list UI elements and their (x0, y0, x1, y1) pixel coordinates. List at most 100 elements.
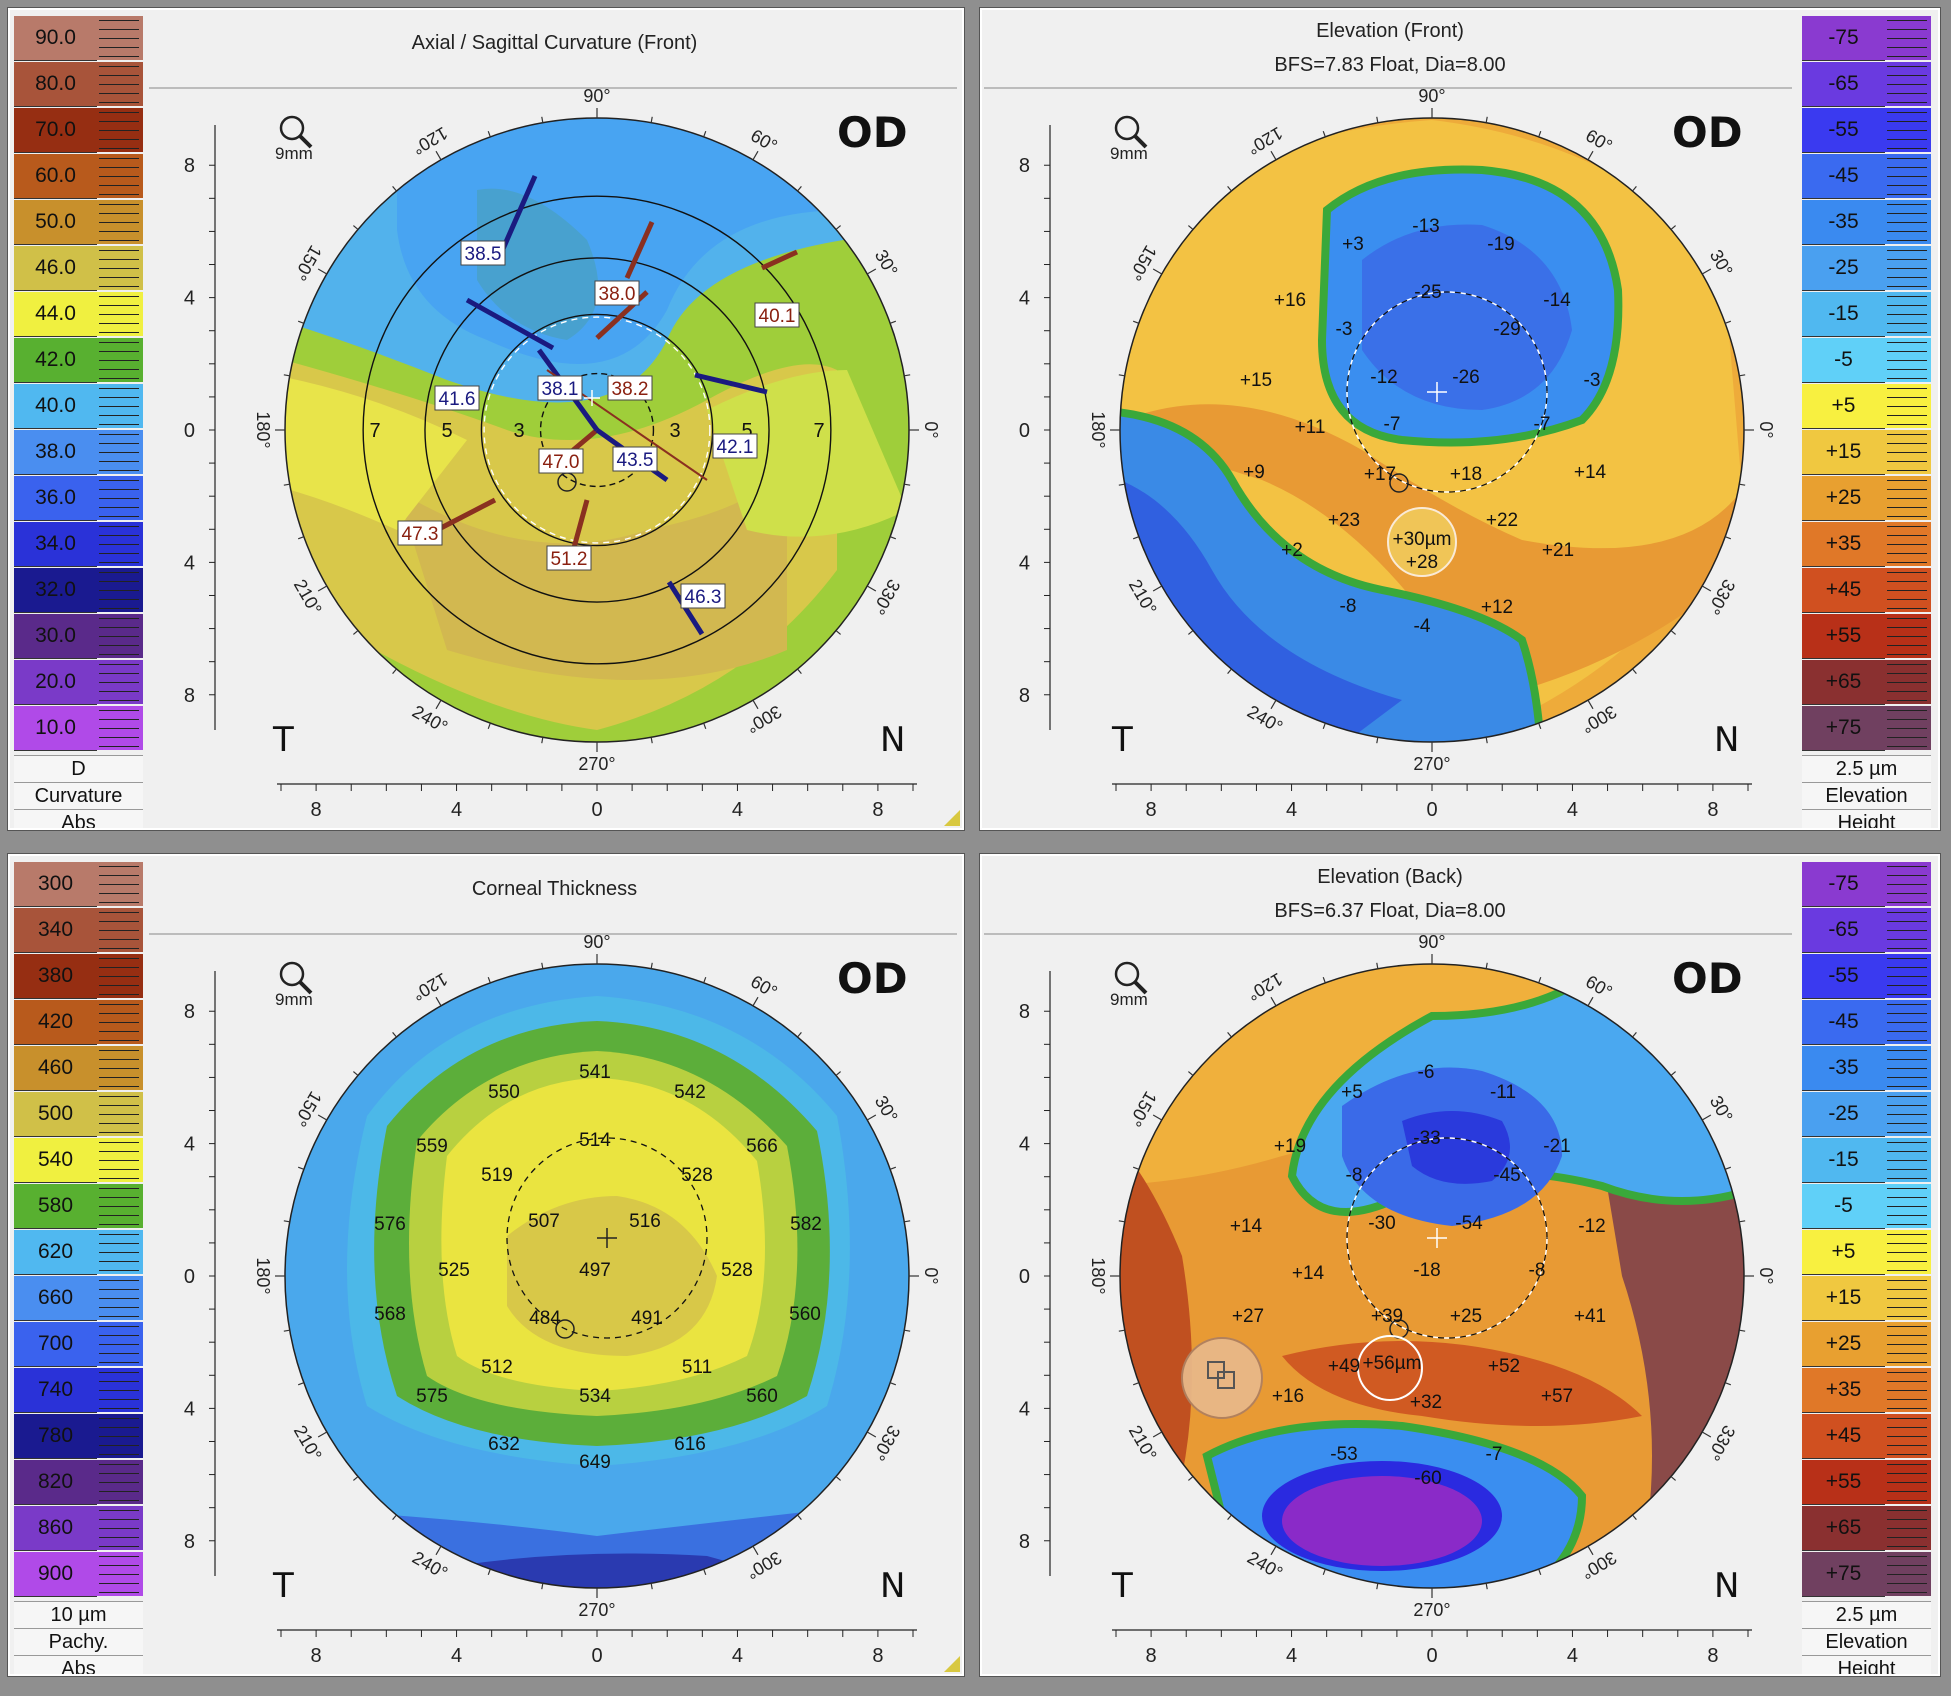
degree-tick (283, 1220, 290, 1223)
pupil-ring (506, 1137, 708, 1339)
scale-step-label: 60.0 (14, 154, 97, 199)
scale-step-ticks (97, 1322, 143, 1366)
degree-label: 240° (1244, 1547, 1286, 1583)
elevation-value: +17 (1364, 464, 1396, 485)
degree-tick (392, 1514, 397, 1520)
degree-tick (435, 699, 442, 710)
scale-step-label: 460 (14, 1046, 97, 1091)
scale-step-label: 740 (14, 1368, 97, 1413)
corneal-thickness-map[interactable]: 90° 60° 30° 0° 330° 300° 270° 240° 210° 180° 150° 1… (147, 856, 962, 1674)
pupil-ring-outline (1346, 291, 1548, 493)
x-axis-label: 8 (1707, 1645, 1718, 1667)
y-axis-label: 8 (1019, 685, 1030, 707)
y-axis-label: 4 (184, 288, 195, 310)
elevation-value: -3 (1336, 319, 1353, 340)
meridian-line (694, 372, 768, 395)
degree-tick (835, 1476, 841, 1481)
degree-tick (541, 737, 544, 744)
degree-tick (1322, 1568, 1326, 1576)
thickness-value: 649 (579, 1452, 611, 1473)
degree-tick (283, 374, 290, 377)
scale-step-label: +75 (1802, 1552, 1885, 1597)
y-axis-label: 4 (184, 1398, 195, 1420)
degree-tick (1227, 1032, 1232, 1038)
x-axis-label: 8 (872, 799, 883, 821)
resize-handle[interactable] (944, 810, 960, 826)
scale-step: 46.0 (10, 246, 145, 292)
axial-curvature-panel[interactable]: 90.0 80.0 70.0 60.0 50.0 46.0 44.0 42.0 40.0 38.0… (8, 8, 964, 830)
pupil-ring-outline (1346, 1137, 1548, 1339)
scale-step-ticks (1885, 660, 1931, 704)
scale-step-ticks (1885, 292, 1931, 336)
temporal-label: T (1112, 720, 1133, 760)
elevation-value: -8 (1346, 1165, 1363, 1186)
degree-tick (1270, 1545, 1277, 1556)
degree-tick (1632, 186, 1637, 192)
degree-tick (1376, 962, 1379, 969)
scale-step: 380 (10, 954, 145, 1000)
nasal-label: N (880, 1566, 906, 1606)
scale-title-label: Curvature (14, 782, 143, 809)
elevation-value: +28 (1406, 552, 1438, 573)
corneal-thickness-panel[interactable]: 300 340 380 420 460 500 540 580 620 660 700 740 780 8… (8, 854, 964, 1676)
scale-step: +5 (1798, 384, 1933, 430)
scale-step-label: -25 (1802, 246, 1885, 291)
scale-step-label: 70.0 (14, 108, 97, 153)
x-axis-label: 0 (1426, 1645, 1437, 1667)
elevation-value: -8 (1529, 1260, 1546, 1281)
elevation-back-panel[interactable]: Elevation (Back) BFS=6.37 Float, Dia=8.0… (980, 854, 1940, 1676)
resize-handle[interactable] (944, 1656, 960, 1672)
zone-red-left (1120, 1106, 1192, 1476)
y-axis-label: 4 (184, 552, 195, 574)
degree-tick (1724, 536, 1732, 540)
scale-step-ticks (1885, 568, 1931, 612)
scale-step-ticks (97, 908, 143, 952)
scale-step-ticks (97, 1552, 143, 1596)
magnifier-label: 9mm (275, 144, 313, 163)
zone-ring (539, 372, 655, 488)
degree-tick (487, 722, 491, 730)
degree-tick (889, 1166, 897, 1170)
scale-step: +45 (1798, 1414, 1933, 1460)
pupil-ring (483, 316, 711, 544)
scale-step: 540 (10, 1138, 145, 1184)
degree-label: 0° (1756, 421, 1776, 438)
scale-step-ticks (97, 1046, 143, 1090)
degree-label: 60° (747, 125, 781, 156)
magnifier-icon[interactable]: 9mm (1110, 114, 1172, 174)
scale-step-ticks (1885, 338, 1931, 382)
scale-step-ticks (97, 108, 143, 152)
degree-tick (1270, 996, 1277, 1007)
scale-step: -5 (1798, 338, 1933, 384)
elevation-value: -7 (1384, 414, 1401, 435)
degree-label: 150° (1125, 242, 1161, 284)
scale-step-ticks (1885, 1414, 1931, 1458)
elevation-value: +27 (1232, 1306, 1264, 1327)
elevation-back-map[interactable]: 90° 60° 30° 0° 330° 300° 270° 240° 210° 180° 150° 1… (982, 856, 1798, 1674)
elevation-front-map[interactable]: 90° 60° 30° 0° 330° 300° 270° 240° 210° 180° 150° 1… (982, 10, 1798, 828)
degree-tick (1670, 630, 1676, 635)
panel-title: Elevation (Front) (1316, 20, 1464, 42)
magnifier-icon[interactable]: 9mm (1110, 960, 1172, 1020)
elevation-front-panel[interactable]: Elevation (Front) BFS=7.83 Float, Dia=8.… (980, 8, 1940, 830)
scale-step-ticks (97, 430, 143, 474)
degree-tick (1670, 225, 1676, 230)
magnifier-icon[interactable]: 9mm (275, 114, 337, 174)
eye-label: OD (837, 108, 908, 157)
elevation-value: +5 (1341, 1082, 1363, 1103)
axial-curvature-map[interactable]: 90° 60° 30° 0° 330° 300° 270° 240° 210° 180° 150° 1… (147, 10, 962, 828)
thickness-value: 582 (790, 1214, 822, 1235)
degree-tick (435, 996, 442, 1007)
scale-step-label: 44.0 (14, 292, 97, 337)
scale-step-label: 500 (14, 1092, 97, 1137)
curvature-reading: 38.0 (599, 284, 636, 305)
degree-label: 0° (921, 1267, 941, 1284)
reading-box (460, 240, 506, 266)
scale-step: +35 (1798, 1368, 1933, 1414)
magnifier-icon[interactable]: 9mm (275, 960, 337, 1020)
scale-step: 42.0 (10, 338, 145, 384)
scale-step: +25 (1798, 476, 1933, 522)
degree-label: 330° (868, 1422, 904, 1464)
degree-tick (1587, 150, 1594, 161)
overlay-compare-button[interactable] (1181, 1337, 1263, 1419)
